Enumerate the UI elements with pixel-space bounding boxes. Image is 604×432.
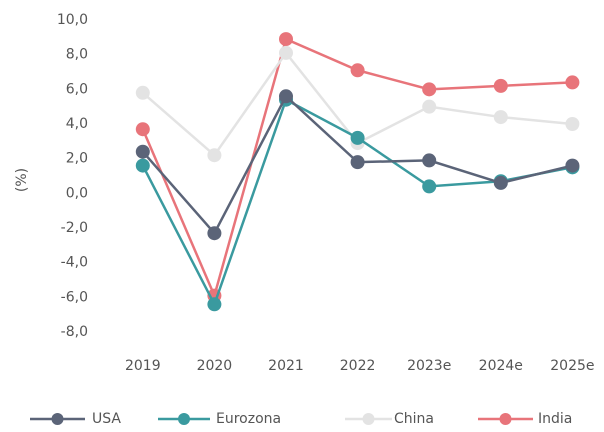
y-tick-label: 6,0 — [66, 81, 88, 97]
y-axis-label: (%) — [14, 168, 30, 192]
data-point — [279, 45, 293, 60]
y-tick-label: 0,0 — [66, 185, 88, 201]
legend-label: USA — [92, 411, 121, 427]
data-point — [493, 78, 508, 93]
y-tick-label: -4,0 — [61, 255, 88, 271]
y-tick-label: -2,0 — [61, 220, 88, 236]
series-line — [141, 97, 573, 308]
x-tick-label: 2021 — [268, 358, 304, 374]
data-point — [350, 155, 365, 170]
data-point — [135, 85, 150, 100]
y-tick-label: -8,0 — [61, 324, 88, 340]
x-tick-label: 2025e — [550, 358, 594, 374]
data-point — [207, 297, 222, 312]
legend-label: Eurozona — [216, 411, 281, 427]
data-point — [135, 158, 150, 173]
data-point — [422, 82, 437, 97]
legend-label: India — [538, 411, 572, 427]
data-point — [565, 117, 580, 131]
data-point — [279, 32, 293, 47]
data-point — [207, 226, 222, 241]
y-tick-label: 10,0 — [57, 12, 88, 28]
y-tick-label: 8,0 — [66, 47, 88, 63]
data-point — [135, 122, 150, 137]
x-tick-label: 2024e — [479, 358, 523, 374]
x-tick-label: 2020 — [197, 358, 233, 374]
data-point — [279, 89, 293, 104]
legend-marker — [178, 413, 190, 425]
data-point — [350, 130, 365, 145]
data-point — [422, 153, 437, 168]
x-tick-label: 2019 — [125, 358, 161, 374]
legend-marker — [362, 413, 375, 425]
data-point — [493, 175, 508, 190]
x-tick-label: 2022 — [340, 358, 376, 374]
y-tick-label: 4,0 — [66, 116, 88, 132]
data-point — [422, 179, 437, 194]
legend-marker — [499, 413, 512, 425]
data-point — [350, 63, 365, 78]
data-point — [207, 148, 222, 163]
legend-marker — [51, 413, 64, 425]
legend-label: China — [394, 411, 434, 427]
data-point — [422, 99, 437, 114]
y-tick-label: -6,0 — [61, 289, 88, 305]
data-point — [493, 110, 508, 125]
data-point — [565, 75, 580, 90]
x-tick-label: 2023e — [407, 358, 451, 374]
data-point — [565, 158, 580, 173]
data-point — [135, 144, 150, 159]
y-tick-label: 2,0 — [66, 151, 88, 167]
